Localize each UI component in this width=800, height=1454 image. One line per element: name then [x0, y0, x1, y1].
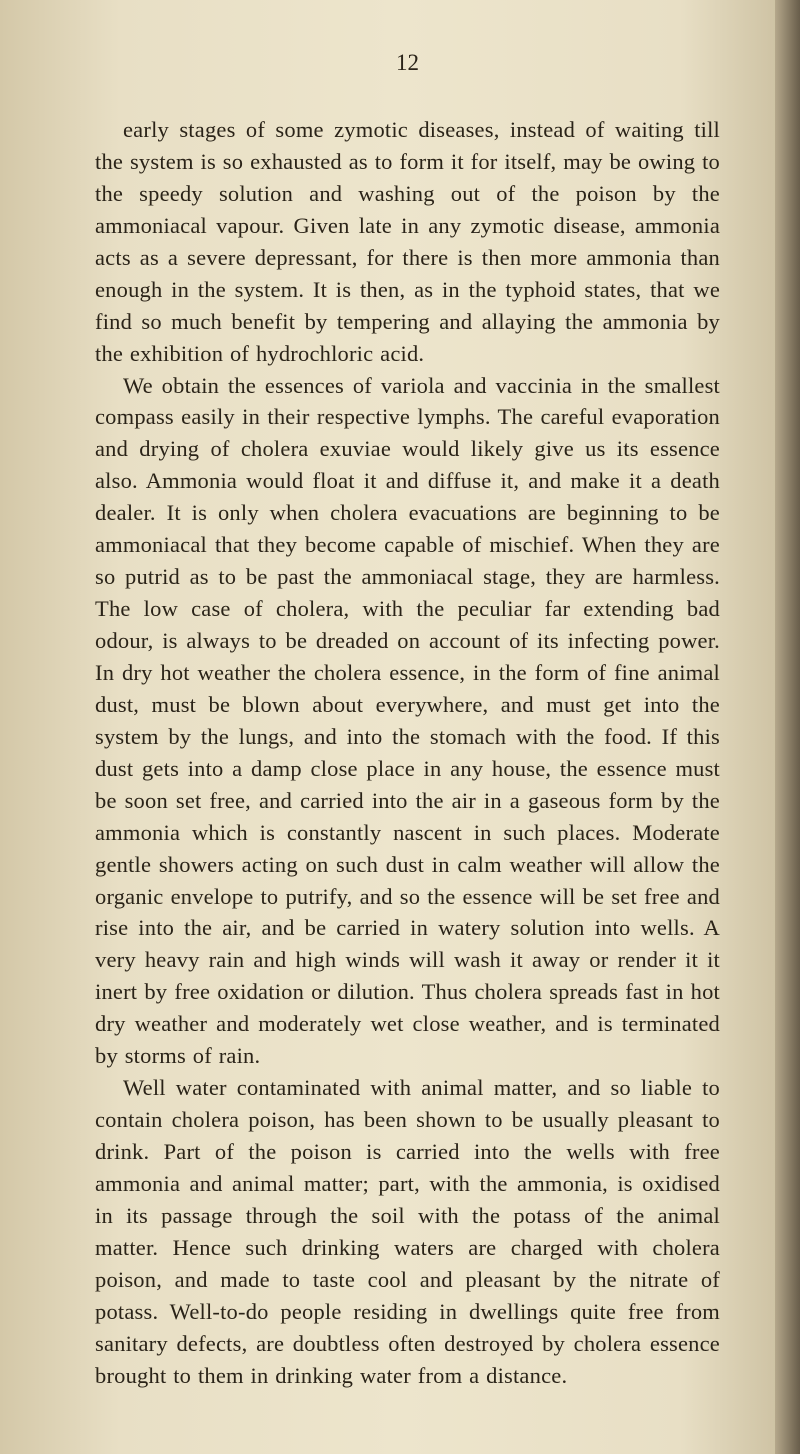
body-paragraph: Well water contaminated with animal matt… [95, 1072, 720, 1391]
body-paragraph: early stages of some zymotic diseases, i… [95, 114, 720, 370]
body-paragraph: We obtain the essences of variola and va… [95, 370, 720, 1073]
page-number: 12 [95, 50, 720, 76]
